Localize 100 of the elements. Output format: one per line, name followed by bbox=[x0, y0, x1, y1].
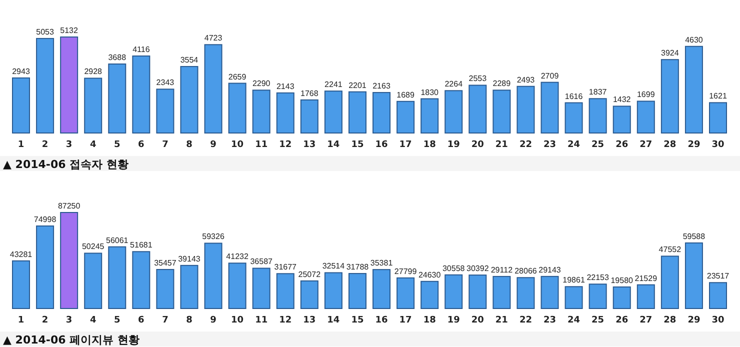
bar bbox=[348, 91, 366, 134]
data-label: 24630 bbox=[418, 270, 442, 280]
data-label: 31788 bbox=[346, 262, 370, 272]
bar bbox=[84, 78, 102, 134]
x-tick-label: 30 bbox=[712, 140, 724, 150]
bar bbox=[60, 36, 78, 134]
x-tick-label: 28 bbox=[664, 140, 676, 150]
x-tick-label: 15 bbox=[351, 140, 364, 150]
data-label: 74998 bbox=[34, 214, 57, 224]
x-tick-label: 1 bbox=[18, 140, 24, 150]
bar bbox=[276, 92, 294, 134]
text: ▲ 2014-06 페이지뷰 현황 bbox=[3, 334, 140, 346]
data-label: 19580 bbox=[610, 276, 634, 285]
bar bbox=[684, 242, 703, 309]
data-label: 2553 bbox=[468, 74, 488, 84]
data-label: 35457 bbox=[154, 258, 177, 268]
data-label: 2659 bbox=[228, 72, 247, 82]
bar bbox=[252, 90, 270, 134]
data-label: 21529 bbox=[634, 274, 658, 283]
data-label: 27799 bbox=[394, 266, 418, 276]
x-tick-label: 5 bbox=[114, 316, 120, 326]
bar bbox=[252, 268, 270, 309]
x-tick-label: 21 bbox=[495, 316, 508, 326]
x-tick-label: 26 bbox=[616, 140, 628, 150]
bar bbox=[612, 286, 631, 309]
data-label: 1830 bbox=[420, 88, 440, 97]
data-label: 50245 bbox=[82, 242, 105, 252]
data-label: 1768 bbox=[300, 88, 319, 98]
x-tick-label: 14 bbox=[327, 316, 340, 326]
data-label: 30392 bbox=[466, 264, 490, 274]
data-label: 30558 bbox=[442, 264, 466, 273]
bar bbox=[516, 86, 535, 134]
bar bbox=[132, 56, 150, 134]
x-tick-label: 11 bbox=[255, 140, 268, 150]
x-tick-label: 7 bbox=[162, 140, 168, 150]
data-label: 47552 bbox=[658, 245, 682, 254]
data-label: 87250 bbox=[58, 202, 81, 210]
x-tick-label: 19 bbox=[447, 140, 460, 150]
bar bbox=[12, 260, 30, 309]
data-label: 2264 bbox=[444, 80, 464, 89]
x-tick-label: 28 bbox=[664, 316, 676, 326]
x-tick-label: 18 bbox=[423, 140, 436, 150]
x-tick-label: 5 bbox=[114, 140, 120, 150]
data-label: 5053 bbox=[36, 27, 54, 36]
x-tick-label: 12 bbox=[279, 316, 292, 326]
bar bbox=[372, 269, 391, 309]
bar bbox=[709, 282, 727, 309]
bar bbox=[204, 242, 222, 309]
data-label: 56061 bbox=[106, 236, 129, 245]
bar bbox=[108, 246, 126, 309]
x-tick-label: 13 bbox=[303, 140, 316, 150]
bar bbox=[709, 102, 727, 134]
data-label: 29143 bbox=[538, 265, 562, 274]
bar bbox=[372, 92, 391, 134]
data-label: 2163 bbox=[372, 82, 391, 91]
data-label: 1432 bbox=[612, 95, 632, 104]
bar bbox=[228, 262, 246, 309]
data-label: 2709 bbox=[540, 71, 560, 80]
bar bbox=[276, 273, 294, 309]
data-label: 2343 bbox=[156, 78, 175, 88]
x-tick-label: 4 bbox=[90, 140, 96, 150]
bar bbox=[444, 274, 463, 309]
bar bbox=[300, 99, 318, 134]
x-tick-label: 27 bbox=[640, 140, 652, 150]
bar bbox=[444, 90, 463, 134]
data-label: 32514 bbox=[322, 262, 346, 271]
x-tick-label: 16 bbox=[375, 140, 388, 150]
x-tick-label: 13 bbox=[303, 316, 316, 326]
x-tick-label: 1 bbox=[18, 316, 24, 326]
bar bbox=[516, 277, 535, 309]
data-label: 1699 bbox=[637, 90, 656, 100]
text: ▲ 2014-06 접속자 현황 bbox=[3, 158, 128, 171]
x-tick-label: 21 bbox=[495, 140, 508, 150]
x-tick-label: 6 bbox=[138, 140, 144, 150]
bar bbox=[588, 284, 607, 309]
bar bbox=[300, 280, 318, 309]
data-label: 1616 bbox=[564, 92, 584, 101]
data-label: 2943 bbox=[12, 66, 30, 76]
x-tick-label: 30 bbox=[712, 316, 724, 326]
data-label: 29112 bbox=[490, 265, 514, 274]
bar bbox=[564, 102, 583, 134]
x-tick-label: 15 bbox=[351, 316, 364, 326]
bar bbox=[180, 66, 198, 134]
x-tick-label: 20 bbox=[471, 316, 484, 326]
data-label: 1621 bbox=[709, 92, 728, 101]
bar bbox=[156, 268, 174, 309]
x-tick-label: 9 bbox=[210, 316, 216, 326]
bar bbox=[324, 90, 342, 134]
bar bbox=[228, 82, 246, 134]
bar bbox=[84, 252, 102, 309]
bar bbox=[540, 82, 559, 134]
data-label: 4630 bbox=[685, 35, 704, 44]
bar bbox=[612, 106, 631, 134]
x-tick-label: 9 bbox=[210, 140, 216, 150]
data-label: 3554 bbox=[180, 56, 199, 65]
data-label: 28066 bbox=[514, 266, 538, 276]
bar bbox=[420, 98, 439, 134]
bar bbox=[468, 84, 487, 134]
data-label: 2289 bbox=[492, 79, 512, 88]
bar bbox=[468, 274, 487, 309]
